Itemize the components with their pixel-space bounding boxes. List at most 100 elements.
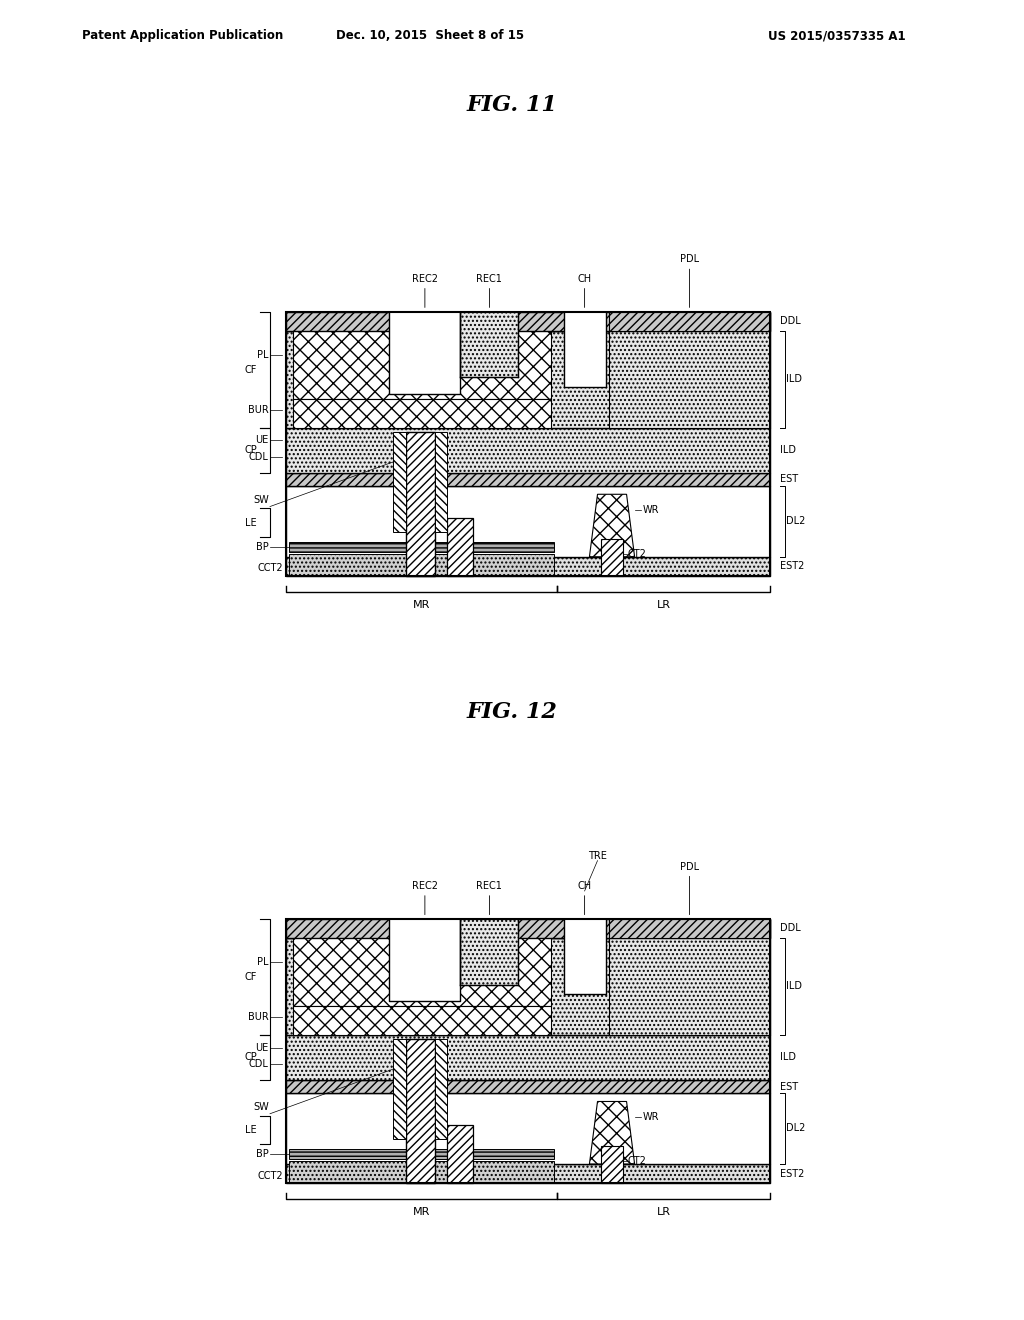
Bar (286, 1093, 770, 1164)
Bar (434, 432, 447, 532)
Bar (609, 919, 770, 939)
Bar (290, 543, 554, 552)
Text: LR: LR (656, 1208, 671, 1217)
Text: BUR: BUR (248, 1012, 268, 1023)
Text: LE: LE (246, 517, 257, 528)
Text: PDL: PDL (680, 862, 699, 871)
Bar (609, 312, 770, 331)
Text: SW: SW (253, 495, 268, 506)
Text: CF: CF (245, 364, 257, 375)
Bar (286, 939, 770, 1035)
Bar (286, 428, 770, 473)
Text: CP: CP (245, 445, 257, 455)
Bar (389, 312, 461, 393)
Text: ILD: ILD (786, 982, 802, 991)
Bar (389, 919, 461, 1001)
Text: Dec. 10, 2015  Sheet 8 of 15: Dec. 10, 2015 Sheet 8 of 15 (336, 29, 524, 42)
Bar (290, 1150, 554, 1159)
Text: CCT2: CCT2 (257, 1171, 283, 1180)
Text: LE: LE (246, 1125, 257, 1135)
Bar (609, 919, 770, 1035)
Text: WR: WR (642, 1111, 658, 1122)
Bar (447, 1125, 473, 1183)
Bar (293, 1006, 551, 1035)
Text: CDL: CDL (249, 1059, 268, 1069)
Text: US 2015/0357335 A1: US 2015/0357335 A1 (768, 29, 905, 42)
Bar (286, 919, 770, 939)
Bar (286, 1035, 770, 1080)
Text: UE: UE (255, 1043, 268, 1052)
Bar (434, 1039, 447, 1139)
Text: ILD: ILD (780, 1052, 796, 1063)
Bar (286, 919, 770, 1183)
Text: SW: SW (253, 1102, 268, 1113)
Text: DL2: DL2 (786, 516, 806, 527)
Text: TRE: TRE (588, 850, 607, 861)
Bar (290, 553, 554, 576)
Bar (601, 539, 624, 576)
Text: UE: UE (255, 436, 268, 445)
Bar (286, 919, 770, 939)
Text: EST2: EST2 (780, 561, 804, 572)
Bar (406, 432, 434, 576)
Bar (286, 312, 770, 331)
Text: CCT2: CCT2 (257, 564, 283, 573)
Text: CH: CH (578, 880, 592, 891)
Text: BP: BP (256, 541, 268, 552)
Text: CT2: CT2 (628, 1156, 647, 1166)
Bar (293, 312, 551, 399)
Text: REC1: REC1 (476, 273, 503, 284)
Text: EST2: EST2 (780, 1168, 804, 1179)
Text: REC1: REC1 (476, 880, 503, 891)
Text: EST: EST (780, 474, 798, 484)
Bar (293, 919, 551, 1006)
Bar (286, 312, 770, 331)
Text: LR: LR (656, 601, 671, 610)
Bar (563, 919, 605, 994)
Bar (293, 399, 551, 428)
Text: CP: CP (245, 1052, 257, 1063)
Polygon shape (590, 1101, 635, 1164)
Bar (406, 1039, 434, 1183)
Text: FIG. 11: FIG. 11 (467, 94, 557, 116)
Bar (609, 312, 770, 428)
Bar (286, 486, 770, 557)
Bar (286, 557, 770, 576)
Bar (286, 1080, 770, 1093)
Text: REC2: REC2 (412, 880, 438, 891)
Text: WR: WR (642, 504, 658, 515)
Bar (601, 1146, 624, 1183)
Text: ILD: ILD (780, 445, 796, 455)
Text: FIG. 12: FIG. 12 (467, 701, 557, 723)
Bar (286, 473, 770, 486)
Bar (461, 312, 518, 378)
Bar (286, 1164, 770, 1183)
Text: PDL: PDL (680, 255, 699, 264)
Text: MR: MR (413, 601, 430, 610)
Text: CT2: CT2 (628, 549, 647, 558)
Text: DDL: DDL (780, 317, 801, 326)
Bar (392, 1039, 406, 1139)
Text: CDL: CDL (249, 451, 268, 462)
Text: DDL: DDL (780, 924, 801, 933)
Text: ILD: ILD (786, 375, 802, 384)
Polygon shape (590, 494, 635, 557)
Text: DL2: DL2 (786, 1123, 806, 1134)
Bar (290, 1160, 554, 1183)
Text: PL: PL (257, 350, 268, 360)
Text: Patent Application Publication: Patent Application Publication (82, 29, 284, 42)
Text: EST: EST (780, 1081, 798, 1092)
Text: BUR: BUR (248, 405, 268, 416)
Bar (563, 312, 605, 387)
Bar (447, 517, 473, 576)
Text: BP: BP (256, 1148, 268, 1159)
Text: MR: MR (413, 1208, 430, 1217)
Text: REC2: REC2 (412, 273, 438, 284)
Bar (461, 919, 518, 985)
Bar (286, 331, 770, 428)
Text: CH: CH (578, 273, 592, 284)
Bar (392, 432, 406, 532)
Bar (286, 312, 770, 576)
Text: PL: PL (257, 957, 268, 968)
Text: CF: CF (245, 972, 257, 982)
